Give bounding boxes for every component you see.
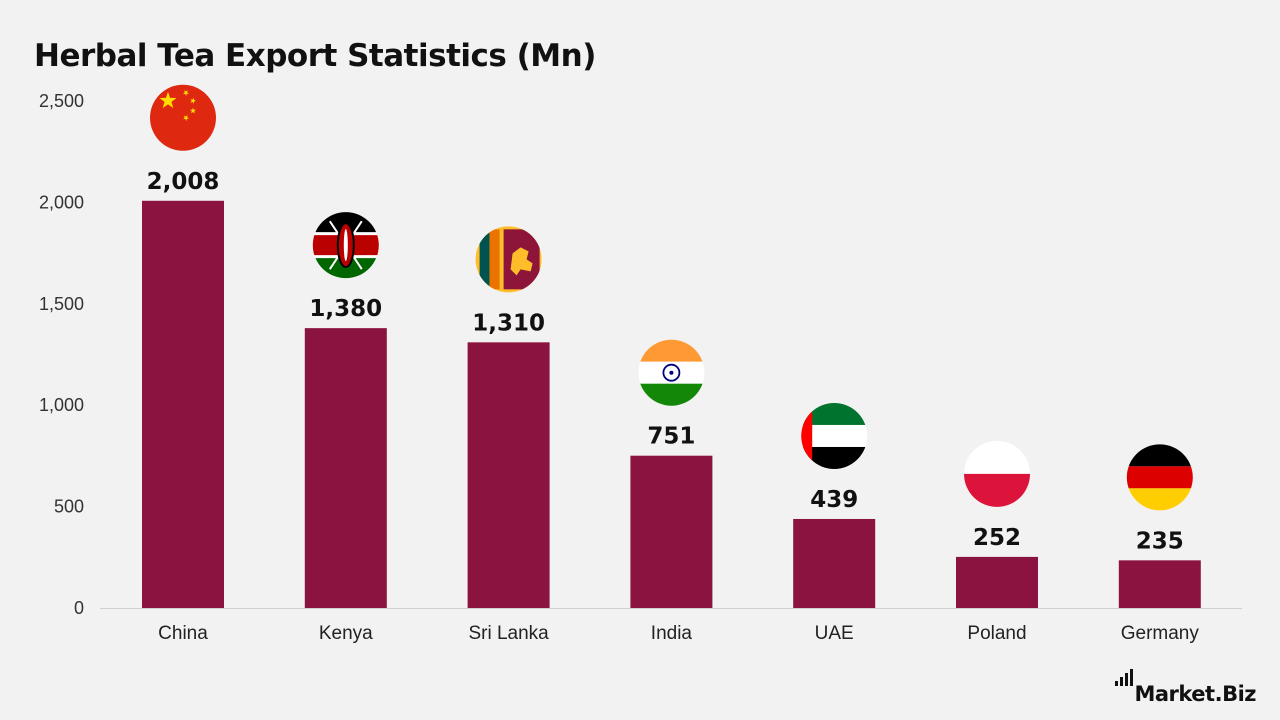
data-label: 252 xyxy=(973,525,1021,551)
brand-logo: Market.Biz xyxy=(1115,669,1256,706)
bar-sri-lanka xyxy=(467,342,550,608)
kenya-flag-icon xyxy=(312,212,379,279)
x-tick-label: Sri Lanka xyxy=(468,623,549,644)
india-flag-icon xyxy=(638,339,705,406)
y-tick-label: 500 xyxy=(54,497,84,517)
data-label: 1,310 xyxy=(472,310,545,336)
poland-flag-icon xyxy=(964,440,1030,507)
bar-poland xyxy=(956,556,1038,608)
bar-germany xyxy=(1118,560,1201,608)
x-tick-label: UAE xyxy=(815,623,854,644)
germany-flag-icon xyxy=(1126,444,1193,511)
bar-uae xyxy=(793,518,876,608)
y-tick-label: 1,000 xyxy=(39,395,84,415)
x-tick-label: India xyxy=(651,623,693,644)
x-tick-label: China xyxy=(158,623,208,644)
logo-text: Market.Biz xyxy=(1134,682,1256,706)
chart-title: Herbal Tea Export Statistics (Mn) xyxy=(34,38,596,74)
sri-lanka-flag-icon xyxy=(475,226,542,293)
china-flag-icon xyxy=(150,84,216,151)
data-label: 1,380 xyxy=(309,296,382,322)
bar-chart-icon xyxy=(1115,669,1134,686)
data-label: 235 xyxy=(1136,528,1184,554)
uae-flag-icon xyxy=(801,402,868,469)
bar-india xyxy=(630,455,713,608)
x-tick-label: Poland xyxy=(967,623,1026,644)
data-label: 2,008 xyxy=(147,169,220,195)
y-tick-label: 0 xyxy=(74,598,84,618)
data-label: 439 xyxy=(810,487,858,513)
y-tick-label: 2,000 xyxy=(39,192,84,212)
data-label: 751 xyxy=(647,424,695,450)
x-tick-label: Germany xyxy=(1121,623,1200,644)
y-tick-label: 2,500 xyxy=(39,91,84,111)
x-tick-label: Kenya xyxy=(319,623,373,644)
bar-china xyxy=(142,200,224,609)
bar-kenya xyxy=(304,328,387,608)
y-tick-label: 1,500 xyxy=(39,294,84,314)
